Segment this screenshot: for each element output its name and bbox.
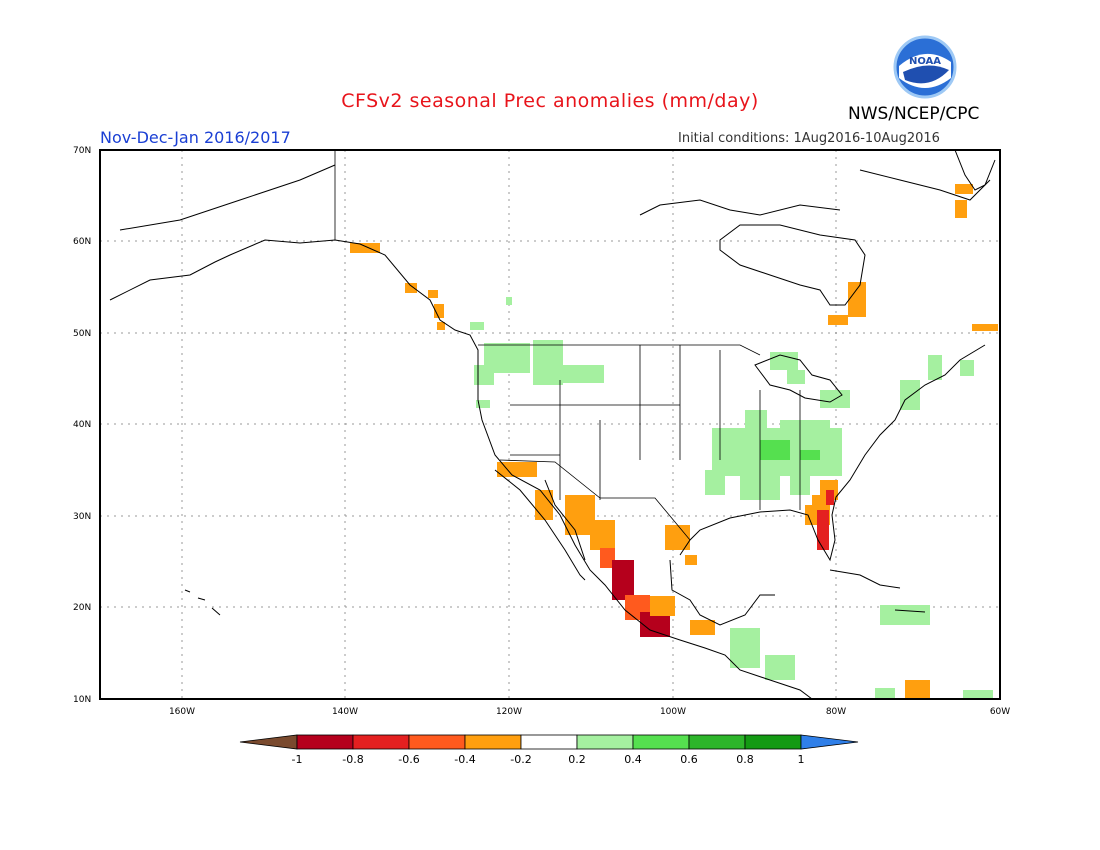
colorbar-label: -0.4 — [454, 753, 475, 766]
lon-label: 80W — [826, 707, 846, 717]
colorbar-label: -0.6 — [398, 753, 419, 766]
lat-label: 10N — [73, 695, 91, 705]
colorbar-label: -0.8 — [342, 753, 363, 766]
latitude-labels: 70N 60N 50N 40N 30N 20N 10N — [73, 146, 91, 705]
lon-label: 160W — [169, 707, 195, 717]
colorbar-lower-arrow — [239, 734, 298, 750]
colorbar-swatch — [296, 734, 354, 750]
colorbar-label: -0.2 — [510, 753, 531, 766]
chart-title: CFSv2 seasonal Prec anomalies (mm/day) — [341, 90, 759, 112]
organization-label: NWS/NCEP/CPC — [848, 104, 980, 124]
noaa-logo-text: NOAA — [909, 56, 941, 67]
colorbar-swatch — [464, 734, 522, 750]
lon-label: 120W — [496, 707, 522, 717]
lon-label: 100W — [660, 707, 686, 717]
colorbar-swatch — [632, 734, 690, 750]
lat-label: 70N — [73, 146, 91, 156]
season-label: Nov-Dec-Jan 2016/2017 — [100, 128, 291, 147]
political-borders — [334, 150, 801, 541]
colorbar: -1 -0.8 -0.6 -0.4 -0.2 0.2 0.4 0.6 0.8 1 — [239, 734, 859, 766]
colorbar-label: -1 — [292, 753, 303, 766]
lat-label: 30N — [73, 512, 91, 522]
colorbar-label: 0.6 — [680, 753, 698, 766]
colorbar-label: 0.8 — [736, 753, 754, 766]
coastlines — [109, 149, 996, 700]
noaa-logo: NOAA — [893, 35, 957, 99]
colorbar-swatch — [744, 734, 802, 750]
colorbar-swatch — [408, 734, 466, 750]
initial-conditions-label: Initial conditions: 1Aug2016-10Aug2016 — [678, 131, 940, 146]
colorbar-swatch — [520, 734, 578, 750]
colorbar-label: 1 — [798, 753, 805, 766]
lat-label: 50N — [73, 329, 91, 339]
lat-label: 20N — [73, 603, 91, 613]
colorbar-swatch — [352, 734, 410, 750]
lon-label: 140W — [332, 707, 358, 717]
colorbar-upper-arrow — [800, 734, 859, 750]
colorbar-label: 0.4 — [624, 753, 642, 766]
colorbar-label: 0.2 — [568, 753, 586, 766]
colorbar-swatch — [576, 734, 634, 750]
lat-label: 60N — [73, 237, 91, 247]
lat-label: 40N — [73, 420, 91, 430]
map-frame — [99, 149, 1001, 700]
lon-label: 60W — [990, 707, 1010, 717]
anomaly-patches — [350, 184, 998, 699]
longitude-labels: 160W 140W 120W 100W 80W 60W — [169, 707, 1010, 717]
colorbar-swatch — [688, 734, 746, 750]
